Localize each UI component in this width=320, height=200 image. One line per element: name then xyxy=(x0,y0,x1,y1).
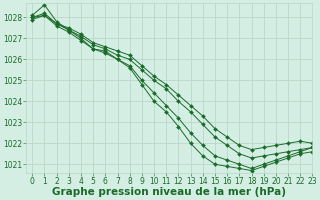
X-axis label: Graphe pression niveau de la mer (hPa): Graphe pression niveau de la mer (hPa) xyxy=(52,187,286,197)
